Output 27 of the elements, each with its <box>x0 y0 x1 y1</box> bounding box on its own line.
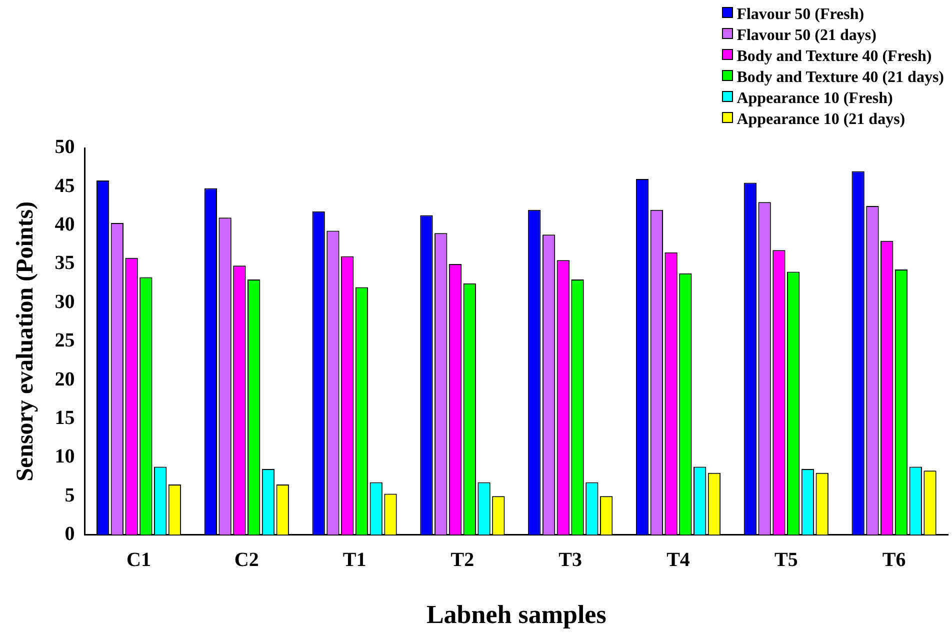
y-tick-label: 40 <box>54 214 75 236</box>
y-tick-label: 0 <box>64 522 75 545</box>
legend-label: Appearance 10 (21 days) <box>736 111 906 128</box>
x-tick-label: T2 <box>450 548 474 571</box>
legend-label: Body and Texture 40 (Fresh) <box>736 48 932 65</box>
x-tick-label: T3 <box>558 548 582 571</box>
x-tick-label: T1 <box>342 548 366 571</box>
y-tick-label: 25 <box>54 330 75 352</box>
y-tick-label: 50 <box>54 136 75 158</box>
x-axis-title: Labneh samples <box>426 600 606 630</box>
y-tick-label: 45 <box>54 174 75 197</box>
y-tick-label: 35 <box>54 252 75 274</box>
legend-label: Flavour 50 (21 days) <box>736 27 876 44</box>
x-tick-label: T5 <box>774 548 798 571</box>
legend-label: Flavour 50 (Fresh) <box>736 6 864 23</box>
x-tick-label: T4 <box>666 548 690 571</box>
x-tick-label: T6 <box>882 548 906 571</box>
y-tick-label: 10 <box>54 446 75 468</box>
x-tick-label: C2 <box>234 548 259 571</box>
y-tick-label: 5 <box>64 484 75 506</box>
legend-label: Body and Texture 40 (21 days) <box>736 69 944 86</box>
y-axis-title: Sensory evaluation (Points) <box>12 201 39 482</box>
x-tick-label: C1 <box>126 548 151 571</box>
y-tick-label: 30 <box>54 290 75 313</box>
legend-label: Appearance 10 (Fresh) <box>736 90 893 107</box>
y-tick-label: 20 <box>54 368 75 390</box>
y-tick-label: 15 <box>54 406 75 429</box>
